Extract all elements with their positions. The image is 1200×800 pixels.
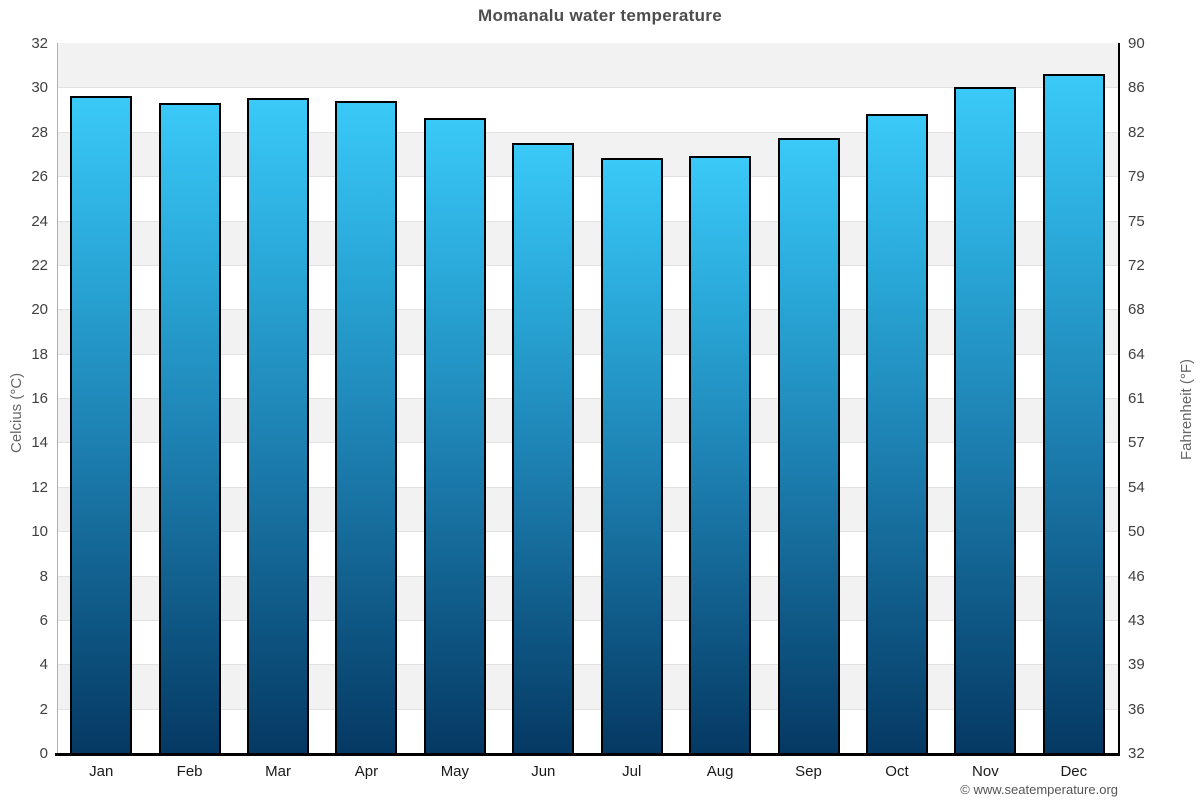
gridline xyxy=(57,354,1118,355)
fahrenheit-tick-90: 90 xyxy=(1128,35,1145,52)
bar-apr xyxy=(335,100,398,753)
fahrenheit-tick-46: 46 xyxy=(1128,567,1145,585)
fahrenheit-tick-64: 64 xyxy=(1128,345,1145,363)
plot-band xyxy=(57,220,1118,265)
gridline xyxy=(57,87,1118,88)
celsius-tick-30: 30 xyxy=(31,79,48,97)
bar-jun xyxy=(512,142,575,753)
plot-band xyxy=(57,619,1118,665)
bar-jul xyxy=(600,158,663,753)
fahrenheit-tick-68: 68 xyxy=(1128,301,1145,319)
celsius-tick-32: 32 xyxy=(31,35,48,52)
bar-may xyxy=(423,118,486,753)
gridline xyxy=(57,442,1118,443)
bar-mar xyxy=(247,98,310,753)
y-axis-title-fahrenheit: Fahrenheit (°F) xyxy=(1178,358,1195,460)
celsius-tick-14: 14 xyxy=(31,434,48,452)
bar-nov xyxy=(954,87,1017,753)
celsius-tick-8: 8 xyxy=(39,567,48,585)
celsius-tick-2: 2 xyxy=(39,700,48,718)
celsius-tick-24: 24 xyxy=(31,212,48,230)
x-tick-may: May xyxy=(440,763,470,780)
bottom-axis-line xyxy=(55,753,1120,756)
gridline xyxy=(57,221,1118,222)
plot-band xyxy=(57,442,1118,487)
gridline xyxy=(57,398,1118,399)
plot-band xyxy=(57,398,1118,443)
plot-band xyxy=(57,309,1118,354)
fahrenheit-tick-79: 79 xyxy=(1128,168,1145,186)
gridline xyxy=(57,176,1118,177)
plot-band xyxy=(57,131,1118,177)
fahrenheit-tick-61: 61 xyxy=(1128,390,1145,407)
gridline xyxy=(57,576,1118,577)
x-tick-aug: Aug xyxy=(706,763,734,780)
plot-band xyxy=(57,43,1118,88)
celsius-tick-16: 16 xyxy=(31,390,48,407)
fahrenheit-tick-57: 57 xyxy=(1128,434,1145,452)
bar-oct xyxy=(865,114,928,753)
x-tick-feb: Feb xyxy=(176,763,203,780)
gridline xyxy=(57,620,1118,621)
plot-band xyxy=(57,176,1118,221)
fahrenheit-tick-39: 39 xyxy=(1128,656,1145,674)
celsius-tick-28: 28 xyxy=(31,123,48,141)
fahrenheit-tick-32: 32 xyxy=(1128,745,1145,762)
gridline xyxy=(57,664,1118,665)
plot-band xyxy=(57,575,1118,620)
fahrenheit-tick-82: 82 xyxy=(1128,123,1145,141)
gridline xyxy=(57,709,1118,710)
bar-feb xyxy=(158,102,221,753)
bar-sep xyxy=(777,138,840,753)
x-tick-dec: Dec xyxy=(1060,763,1088,780)
bar-dec xyxy=(1042,74,1105,753)
x-tick-jul: Jul xyxy=(622,763,642,780)
plot-band xyxy=(57,264,1118,310)
celsius-tick-22: 22 xyxy=(31,256,48,274)
celsius-tick-10: 10 xyxy=(31,523,48,541)
x-tick-sep: Sep xyxy=(795,763,822,780)
celsius-tick-6: 6 xyxy=(39,611,48,629)
x-tick-jan: Jan xyxy=(89,763,114,780)
gridline xyxy=(57,487,1118,488)
x-tick-oct: Oct xyxy=(885,763,909,780)
plot-band xyxy=(57,664,1118,709)
celsius-tick-18: 18 xyxy=(31,345,48,363)
celsius-tick-26: 26 xyxy=(31,168,48,186)
x-tick-nov: Nov xyxy=(972,763,999,780)
plot-band xyxy=(57,531,1118,576)
x-tick-mar: Mar xyxy=(265,763,291,780)
bar-aug xyxy=(689,156,752,753)
celsius-tick-12: 12 xyxy=(31,478,48,496)
fahrenheit-tick-54: 54 xyxy=(1128,478,1145,496)
gridline xyxy=(57,531,1118,532)
chart-title: Momanalu water temperature xyxy=(478,6,722,25)
fahrenheit-tick-36: 36 xyxy=(1128,700,1145,718)
plot-band xyxy=(57,353,1118,398)
right-axis-line xyxy=(1118,43,1120,753)
fahrenheit-tick-50: 50 xyxy=(1128,523,1145,541)
plot-band xyxy=(57,87,1118,132)
plot-band xyxy=(57,486,1118,532)
gridline xyxy=(57,309,1118,310)
bar-jan xyxy=(70,96,133,753)
x-tick-jun: Jun xyxy=(531,763,556,780)
fahrenheit-tick-72: 72 xyxy=(1128,256,1145,274)
gridline xyxy=(57,132,1118,133)
celsius-tick-20: 20 xyxy=(31,301,48,319)
fahrenheit-tick-75: 75 xyxy=(1128,212,1145,230)
fahrenheit-tick-86: 86 xyxy=(1128,79,1145,97)
left-axis-line xyxy=(57,43,58,753)
gridline xyxy=(57,265,1118,266)
fahrenheit-tick-43: 43 xyxy=(1128,611,1145,629)
celsius-tick-0: 0 xyxy=(39,745,48,762)
copyright-text: © www.seatemperature.org xyxy=(960,782,1118,797)
celsius-tick-4: 4 xyxy=(39,656,48,674)
x-tick-apr: Apr xyxy=(354,763,379,780)
plot-area xyxy=(57,43,1118,753)
plot-band xyxy=(57,708,1118,753)
